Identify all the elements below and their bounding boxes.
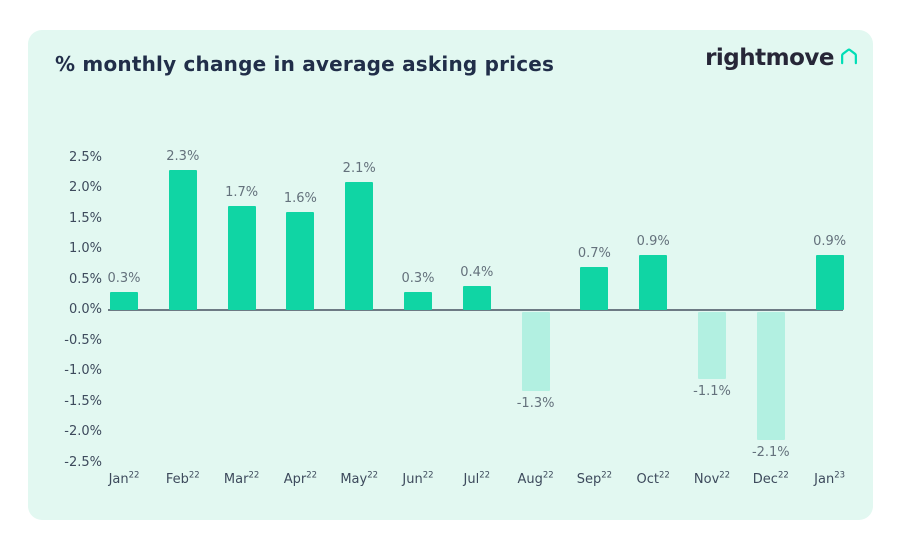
bar-chart: 2.5% 2.0% 1.5% 1.0% 0.5% 0.0% -0.5% -1.0% -1.5% -… [28,30,873,520]
bar-value-label: 0.9% [813,234,847,250]
bar-value-label: 1.6% [283,191,317,207]
bar-value-label: 0.3% [107,270,141,286]
x-axis-label: Dec22 [752,470,789,487]
x-axis-label: Jul22 [463,470,491,487]
bar-mar22 [227,206,256,310]
x-axis-label: Jun22 [402,470,434,487]
y-axis-tick-label: 0.0% [68,302,102,317]
x-axis-label: Jan23 [814,470,846,487]
x-axis-label: Nov22 [693,470,731,487]
chart-title: % monthly change in average asking price… [55,52,555,76]
x-axis-label: Apr22 [283,470,318,487]
x-axis-label: Aug22 [517,470,554,487]
bar-value-label: 2.1% [342,160,376,176]
bar-jan23 [815,255,844,310]
bar-value-label: -1.1% [693,384,731,400]
bar-value-label: 2.3% [166,148,200,164]
bar-feb22 [168,169,197,310]
bar-value-label: 1.7% [225,185,259,201]
bar-sep22 [580,267,609,310]
bar-apr22 [286,212,315,310]
rightmove-logo-text: rightmove [705,45,834,71]
bar-dec22 [756,312,785,441]
zero-axis-line [108,309,843,311]
rightmove-logo: rightmove [705,45,861,74]
x-axis-label: Jan22 [108,470,140,487]
y-axis-tick-label: 1.5% [68,210,102,226]
y-axis-tick-label: -2.0% [64,424,102,439]
bar-jun22 [404,291,432,310]
y-axis-tick-label: -1.5% [64,393,102,409]
y-axis-tick-label: 2.5% [68,149,102,165]
bar-value-label: 0.4% [460,264,494,280]
x-axis-label: Feb22 [165,470,200,487]
house-icon [837,46,861,74]
bar-value-label: 0.7% [577,246,611,262]
bar-value-label: 0.9% [636,234,670,250]
x-axis-label: May22 [340,470,379,487]
y-axis-tick-label: -1.0% [64,363,102,378]
y-axis-tick-label: 0.5% [68,271,102,287]
x-axis-label: Oct22 [636,470,670,487]
y-axis-tick-label: -2.5% [64,454,102,470]
bar-aug22 [521,312,550,392]
bar-nov22 [698,312,726,380]
y-axis-tick-label: 2.0% [68,180,102,195]
bar-jul22 [462,285,491,310]
bar-value-label: -2.1% [751,445,790,461]
y-axis-tick-label: 1.0% [68,241,102,256]
chart-card: % monthly change in average asking price… [28,30,873,520]
bar-jan22 [110,291,138,310]
bar-may22 [345,181,374,310]
bar-value-label: 0.3% [401,270,435,286]
bar-value-label: -1.3% [516,396,555,412]
x-axis-label: Sep22 [576,470,613,487]
bar-oct22 [639,255,668,310]
y-axis-tick-label: -0.5% [64,332,102,348]
x-axis-label: Mar22 [223,470,260,487]
